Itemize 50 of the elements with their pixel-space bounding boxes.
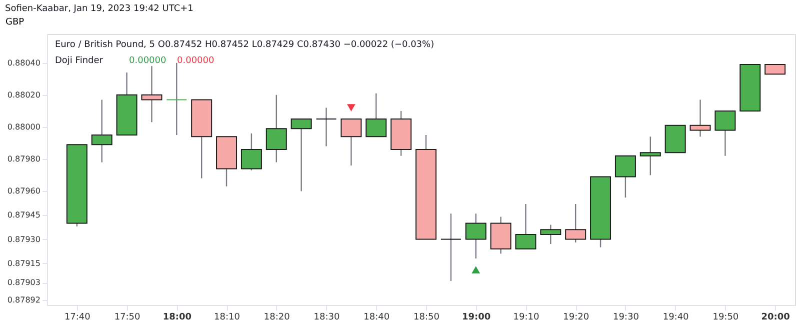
- y-tick-label: 0.88000: [7, 122, 40, 132]
- candlestick: [540, 224, 562, 245]
- y-tick-label: 0.87945: [7, 210, 40, 220]
- x-tick-label: 19:40: [662, 312, 690, 322]
- y-tick-label: 0.87960: [7, 186, 40, 196]
- candlestick: [640, 136, 661, 176]
- candlestick: [340, 118, 362, 166]
- x-tick-label: 17:40: [64, 312, 91, 322]
- candlestick: [465, 213, 486, 260]
- y-tick-label: 0.87930: [7, 234, 40, 244]
- annotation: Doji Finder: [55, 56, 104, 66]
- annotation: 0.00000: [129, 56, 166, 66]
- y-tick-label: 0.88020: [7, 90, 40, 100]
- x-tick-label: 19:00: [462, 312, 491, 322]
- x-tick-label: 19:10: [513, 312, 540, 322]
- x-tick-label: 19:20: [563, 312, 590, 322]
- x-tick-label: 18:30: [314, 312, 340, 322]
- annotation: Euro / British Pound, 5 O0.87452 H0.87452 L0.87429 C0.87430 −0.00022 (−0.03%): [55, 40, 434, 50]
- x-tick-label: 19:50: [712, 312, 739, 322]
- x-tick-label: 18:10: [214, 312, 240, 322]
- chart-title: Sofien-Kaabar, Jan 19, 2023 19:42 UTC+1: [5, 4, 194, 14]
- candlestick: [91, 99, 112, 163]
- y-tick-label: 0.87980: [7, 154, 40, 164]
- candlestick: [714, 110, 736, 156]
- candlestick: [515, 203, 536, 250]
- candlestick: [764, 64, 786, 75]
- x-tick-label: 18:50: [414, 312, 440, 322]
- x-tick-label: 19:30: [612, 312, 640, 322]
- y-tick-label: 0.88040: [7, 58, 40, 68]
- candlestick: [316, 107, 337, 147]
- candlestick: [266, 94, 287, 163]
- candlestick: [565, 203, 586, 244]
- y-axis-title: GBP: [6, 18, 25, 28]
- candlestick: [614, 155, 636, 198]
- candlestick: [290, 118, 312, 192]
- candlestick: [240, 132, 262, 171]
- y-tick-label: 0.87915: [7, 258, 40, 268]
- y-tick-label: 0.87903: [7, 278, 40, 288]
- candlestick: [440, 213, 462, 282]
- x-tick-label: 18:40: [364, 312, 390, 322]
- x-tick-label: 17:50: [114, 312, 141, 322]
- candlestick: [141, 65, 162, 123]
- candlestick: [690, 99, 711, 138]
- x-tick-label: 18:00: [162, 312, 192, 322]
- candlestick: [366, 92, 387, 138]
- x-tick-label: 20:00: [761, 312, 790, 322]
- candlestick: [166, 62, 188, 136]
- y-tick-label: 0.87892: [7, 296, 40, 305]
- x-tick-label: 18:20: [264, 312, 290, 322]
- annotation: 0.00000: [177, 56, 214, 66]
